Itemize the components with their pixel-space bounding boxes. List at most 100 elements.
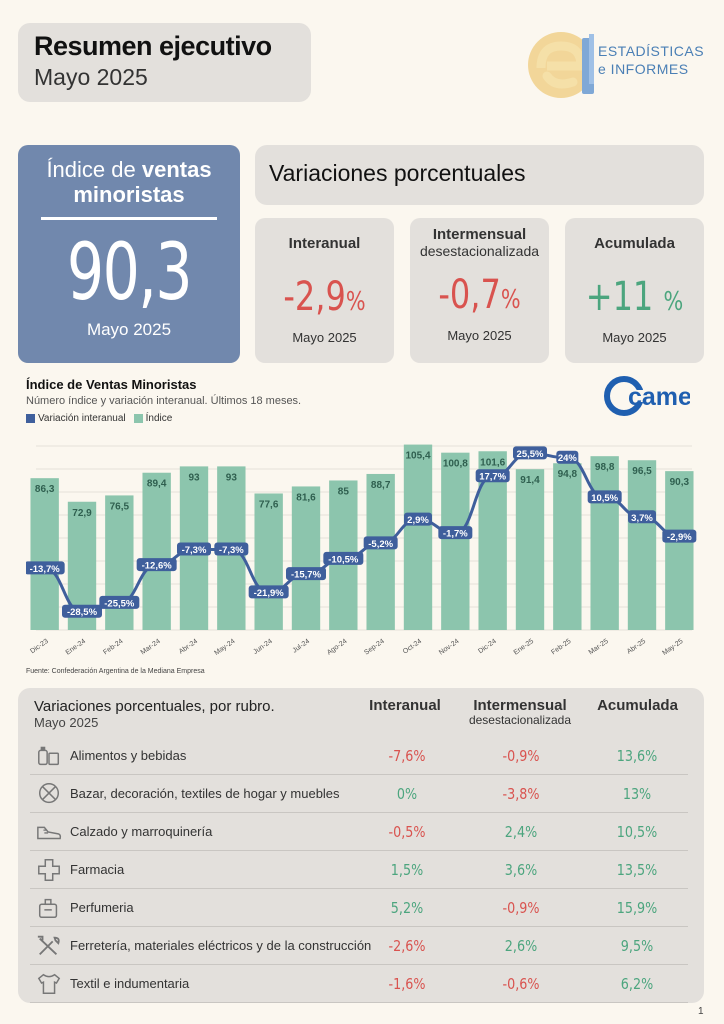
- row-acumulada: 13,5%: [616, 860, 658, 879]
- x-tick-label: Sep-24: [363, 638, 386, 657]
- index-date: Mayo 2025: [86, 320, 172, 339]
- line-label-bg: [556, 450, 579, 464]
- x-tick-label: Mar-25: [588, 638, 610, 657]
- line-label-bg: [323, 551, 364, 565]
- interanual-value: -2,9%: [283, 274, 366, 320]
- x-tick-label: Mar-24: [140, 638, 162, 657]
- bar-label: 93: [226, 472, 238, 483]
- col-acumulada: Acumulada: [597, 697, 678, 714]
- bar: [366, 473, 395, 630]
- chart-title: Índice de Ventas Minoristas: [26, 377, 197, 392]
- bar-label: 96,5: [632, 466, 652, 477]
- line-label-bg: [62, 604, 102, 618]
- bar: [142, 472, 171, 630]
- row-name: Bazar, decoración, textiles de hogar y m…: [70, 786, 340, 801]
- bar-label: 98,8: [595, 462, 615, 473]
- col-interanual: Interanual: [369, 697, 441, 714]
- line-label: -12,6%: [142, 561, 173, 572]
- bar: [627, 460, 657, 630]
- row-interanual: -0,5%: [388, 822, 426, 841]
- x-tick-label: Dic-23: [29, 638, 50, 655]
- row-intermensual: 2,6%: [504, 936, 538, 955]
- bar: [254, 493, 283, 630]
- row-intermensual: -0,6%: [502, 974, 540, 993]
- came-logo-icon: came: [604, 376, 690, 416]
- line-label: -21,9%: [254, 588, 285, 599]
- row-acumulada: 13%: [622, 784, 652, 803]
- bar-label: 77,6: [259, 499, 279, 510]
- row-name: Farmacia: [70, 862, 125, 877]
- x-tick-label: Abr-24: [178, 638, 199, 656]
- bar-label: 89,4: [147, 479, 167, 490]
- row-interanual: -2,6%: [388, 936, 426, 955]
- x-tick-label: Abr-25: [626, 638, 647, 656]
- line-label: -13,7%: [30, 564, 61, 575]
- line-label: -7,3%: [182, 545, 207, 556]
- groceries-icon: [38, 746, 60, 765]
- line-label: -15,7%: [291, 570, 322, 581]
- line-label: -7,3%: [219, 545, 244, 556]
- row-interanual: -1,6%: [388, 974, 426, 993]
- page-number: 1: [698, 1006, 704, 1017]
- line-label-bg: [662, 529, 697, 543]
- table-row: Textil e indumentaria -1,6% -0,6% 6,2%: [30, 965, 688, 1003]
- variations-title: Variaciones porcentuales: [255, 145, 704, 205]
- x-tick-label: Feb-25: [550, 638, 572, 657]
- line-label: -2,9%: [667, 532, 692, 543]
- legend-line: Variación interanual: [26, 413, 126, 424]
- col-intermensual: Intermensual: [473, 697, 567, 714]
- line-label-bg: [628, 510, 656, 524]
- line-label-bg: [26, 561, 65, 575]
- rubro-table: [18, 688, 704, 1003]
- table-row: Alimentos y bebidas -7,6% -0,9% 13,6%: [30, 737, 688, 775]
- interanual-card: Interanual -2,9% Mayo 2025: [255, 218, 394, 363]
- bar-label: 88,7: [371, 480, 391, 491]
- row-interanual: 1,5%: [390, 860, 424, 879]
- line-label-bg: [99, 595, 140, 609]
- bar-label: 81,6: [296, 492, 316, 503]
- table-row: Farmacia 1,5% 3,6% 13,5%: [30, 851, 688, 889]
- divider: [41, 217, 217, 220]
- row-intermensual: 2,4%: [504, 822, 538, 841]
- legend-bar: Índice: [133, 413, 172, 424]
- line-label-bg: [438, 526, 473, 540]
- line-label: 2,9%: [407, 515, 429, 526]
- x-tick-label: Ago-24: [326, 638, 349, 657]
- table-row: Perfumeria 5,2% -0,9% 15,9%: [30, 889, 688, 927]
- row-intermensual: -3,8%: [502, 784, 540, 803]
- table-subtitle: Mayo 2025: [34, 715, 99, 730]
- line-label: -10,5%: [328, 554, 359, 565]
- intermensual-value: -0,7%: [438, 272, 521, 318]
- perfume-icon: [38, 898, 58, 918]
- tools-icon: [37, 935, 60, 955]
- x-tick-label: Oct-24: [402, 638, 423, 656]
- bar-label: 90,3: [670, 477, 690, 488]
- pharmacy-cross-icon: [38, 858, 60, 881]
- row-acumulada: 6,2%: [620, 974, 654, 993]
- x-tick-label: Dic-24: [477, 638, 498, 655]
- bar: [291, 486, 321, 630]
- acumulada-value: +11 %: [585, 274, 684, 320]
- line-label-bg: [404, 512, 432, 526]
- line-label-bg: [136, 558, 177, 572]
- line-label: 17,7%: [479, 472, 506, 483]
- row-interanual: 5,2%: [390, 898, 424, 917]
- x-tick-label: May-25: [661, 638, 684, 657]
- page-subtitle: Mayo 2025: [34, 64, 148, 90]
- row-acumulada: 10,5%: [616, 822, 658, 841]
- page-title: Resumen ejecutivo: [34, 31, 272, 61]
- bar: [441, 452, 470, 630]
- chart-source: Fuente: Confederación Argentina de la Me…: [26, 668, 205, 675]
- index-value: 90,3: [66, 228, 193, 318]
- bar-label: 86,3: [35, 484, 55, 495]
- bar-label: 105,4: [405, 451, 430, 462]
- bar: [590, 456, 619, 630]
- table-row: Bazar, decoración, textiles de hogar y m…: [30, 775, 688, 813]
- series-line: [44, 451, 680, 614]
- row-interanual: -7,6%: [388, 746, 426, 765]
- table-title: Variaciones porcentuales, por rubro.: [34, 698, 275, 715]
- table-row: Calzado y marroquinería -0,5% 2,4% 10,5%: [30, 813, 688, 851]
- row-acumulada: 15,9%: [616, 898, 658, 917]
- row-name: Alimentos y bebidas: [70, 748, 187, 763]
- bar: [515, 469, 545, 630]
